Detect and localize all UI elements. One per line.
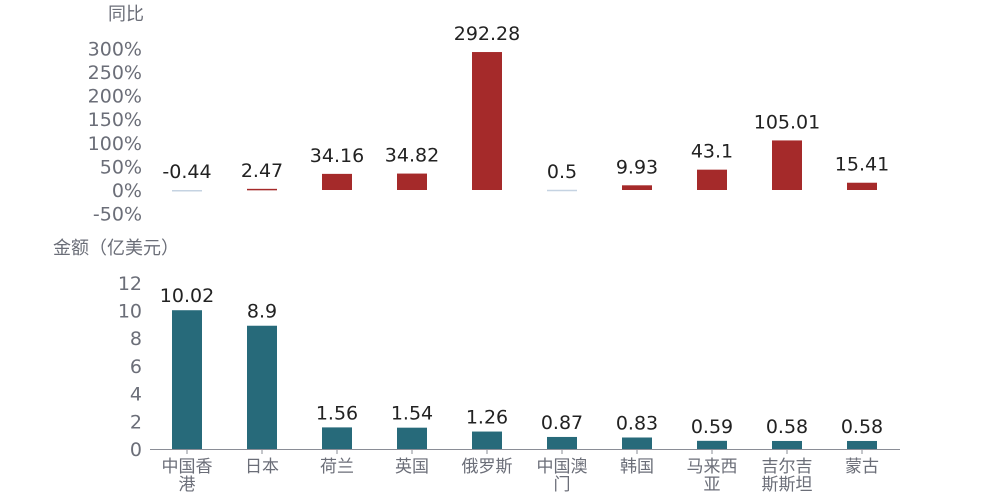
x-category-label: 韩国 — [620, 457, 654, 477]
top-bar — [622, 185, 652, 190]
top-bar — [247, 188, 277, 191]
top-bar — [772, 140, 802, 190]
x-category-label: 日本 — [245, 457, 279, 477]
x-category-label: 马来西 — [687, 457, 738, 477]
x-category-label: 吉尔吉 — [762, 457, 813, 477]
bottom-data-label: 1.54 — [391, 403, 433, 425]
bottom-data-label: 1.56 — [316, 402, 358, 424]
bottom-y-tick: 6 — [130, 356, 142, 378]
x-category-label: 俄罗斯 — [462, 457, 513, 477]
bottom-bar — [622, 437, 652, 449]
top-data-label: 43.1 — [691, 141, 733, 163]
x-category-label: 中国香 — [162, 457, 213, 477]
x-category-label: 英国 — [395, 457, 429, 477]
top-y-tick: 300% — [88, 38, 142, 60]
bottom-bar — [397, 427, 427, 449]
bottom-bar — [772, 440, 802, 449]
top-data-label: 292.28 — [454, 23, 520, 45]
top-bar — [172, 190, 202, 192]
x-category-label: 港 — [179, 475, 196, 495]
top-data-label: 34.82 — [385, 145, 439, 167]
bottom-data-label: 8.9 — [247, 301, 277, 323]
bottom-data-label: 0.58 — [766, 416, 808, 438]
x-category-label: 斯斯坦 — [762, 475, 813, 495]
top-y-tick: 100% — [88, 133, 142, 155]
bottom-y-tick: 10 — [118, 301, 142, 323]
top-bar — [847, 182, 877, 190]
top-bar — [397, 173, 427, 190]
top-data-label: 9.93 — [616, 156, 658, 178]
bottom-y-tick: 0 — [130, 439, 142, 461]
bottom-data-label: 1.26 — [466, 407, 508, 429]
top-bar — [697, 169, 727, 190]
top-data-label: 2.47 — [241, 160, 283, 182]
bottom-bar — [472, 431, 502, 449]
top-y-tick: 250% — [88, 62, 142, 84]
top-y-tick: -50% — [93, 204, 142, 226]
top-y-tick: 0% — [112, 180, 142, 202]
bottom-y-tick: 4 — [130, 384, 142, 406]
bottom-data-label: 0.58 — [841, 416, 883, 438]
top-data-label: 105.01 — [754, 111, 820, 133]
top-bar — [472, 52, 502, 190]
bottom-data-label: 0.83 — [616, 413, 658, 435]
top-bar — [547, 189, 577, 192]
bottom-bar — [847, 440, 877, 449]
top-data-label: 0.5 — [547, 161, 577, 183]
x-category-label: 亚 — [704, 475, 721, 495]
top-y-tick: 150% — [88, 109, 142, 131]
bottom-data-label: 10.02 — [160, 285, 214, 307]
bottom-data-label: 0.59 — [691, 416, 733, 438]
bottom-bar — [322, 427, 352, 449]
x-category-label: 门 — [554, 475, 571, 495]
top-data-label: -0.44 — [162, 161, 211, 183]
bottom-bar — [247, 325, 277, 449]
bottom-y-tick: 12 — [118, 273, 142, 295]
x-category-label: 蒙古 — [845, 457, 879, 477]
top-bar — [322, 173, 352, 190]
top-y-tick: 200% — [88, 86, 142, 108]
top-data-label: 34.16 — [310, 145, 364, 167]
x-category-label: 荷兰 — [320, 457, 354, 477]
top-chart-title: 同比 — [108, 4, 144, 25]
bottom-data-label: 0.87 — [541, 412, 583, 434]
top-data-label: 15.41 — [835, 154, 889, 176]
bottom-bar — [547, 436, 577, 449]
x-category-label: 中国澳 — [537, 457, 588, 477]
bottom-chart-title: 金额（亿美元） — [53, 238, 179, 259]
bottom-bar — [172, 310, 202, 449]
bottom-bar — [697, 440, 727, 449]
bottom-y-tick: 8 — [130, 328, 142, 350]
bottom-y-tick: 2 — [130, 411, 142, 433]
top-y-tick: 50% — [100, 156, 142, 178]
